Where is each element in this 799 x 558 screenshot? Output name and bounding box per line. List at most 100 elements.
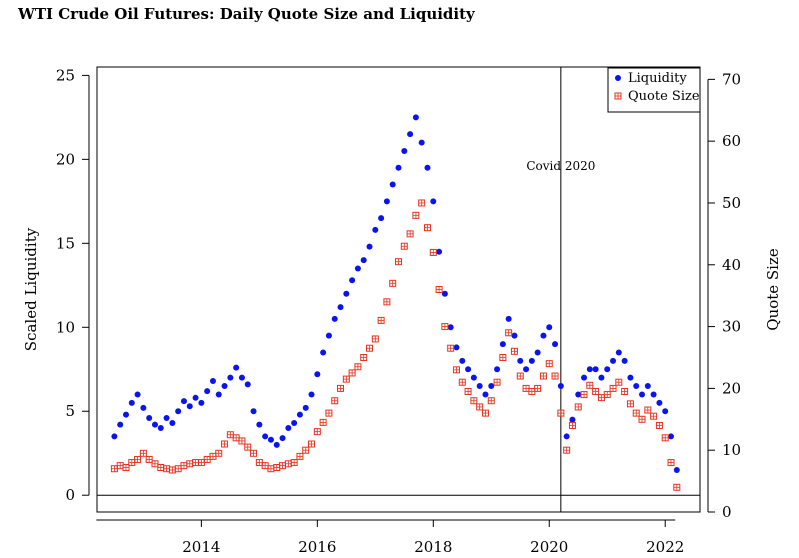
quote-size-point xyxy=(539,372,547,380)
quote-size-point xyxy=(192,459,200,467)
quote-size-point xyxy=(487,397,495,405)
quote-size-point xyxy=(139,449,147,457)
liquidity-point xyxy=(233,364,240,371)
liquidity-point xyxy=(157,425,164,432)
liquidity-point xyxy=(372,226,379,233)
liquidity-point xyxy=(134,391,141,398)
quote-size-point xyxy=(667,459,675,467)
y-tick-label-left: 20 xyxy=(56,150,75,168)
x-tick-label: 2016 xyxy=(298,538,336,556)
liquidity-point xyxy=(111,433,118,440)
quote-size-point xyxy=(545,360,553,368)
liquidity-point xyxy=(563,433,570,440)
y-axis-title-left: Scaled Liquidity xyxy=(22,227,40,351)
quote-size-point xyxy=(337,384,345,392)
quote-size-point xyxy=(638,415,646,423)
quote-size-point xyxy=(505,329,513,337)
quote-size-point xyxy=(209,452,217,460)
quote-size-point xyxy=(267,465,275,473)
liquidity-point xyxy=(557,383,564,390)
quote-size-point xyxy=(197,459,205,467)
liquidity-point xyxy=(186,403,193,410)
liquidity-point xyxy=(644,383,651,390)
liquidity-point xyxy=(639,391,646,398)
liquidity-point xyxy=(383,198,390,205)
quote-size-point xyxy=(568,421,576,429)
quote-size-point xyxy=(655,421,663,429)
liquidity-point xyxy=(331,315,338,322)
liquidity-point xyxy=(662,408,669,415)
liquidity-point xyxy=(499,341,506,348)
liquidity-point xyxy=(598,374,605,381)
liquidity-point xyxy=(540,332,547,339)
y-tick-label-right: 50 xyxy=(722,194,741,212)
quote-size-point xyxy=(122,464,130,471)
quote-size-points xyxy=(110,199,681,491)
legend-marker-liquidity xyxy=(615,75,621,81)
quote-size-point xyxy=(110,465,118,473)
quote-size-point xyxy=(273,464,281,471)
liquidity-point xyxy=(308,391,315,398)
y-tick-label-left: 5 xyxy=(65,402,75,420)
liquidity-point xyxy=(209,378,216,385)
quote-size-point xyxy=(499,353,507,361)
quote-size-point xyxy=(510,347,518,355)
quote-size-point xyxy=(371,335,379,343)
y-tick-label-left: 25 xyxy=(56,66,75,84)
quote-size-point xyxy=(168,466,176,474)
quote-size-point xyxy=(290,459,298,467)
quote-size-point xyxy=(406,230,414,238)
legend-marker-quote-size xyxy=(614,92,622,100)
liquidity-point xyxy=(221,383,228,390)
legend-label: Quote Size xyxy=(628,89,700,104)
liquidity-point xyxy=(389,181,396,188)
quote-size-point xyxy=(400,242,408,250)
liquidity-point xyxy=(615,349,622,356)
legend: Liquidity Quote Size xyxy=(607,67,701,113)
quote-size-point xyxy=(215,449,223,457)
liquidity-point xyxy=(227,374,234,381)
liquidity-point xyxy=(407,131,414,138)
plot-frame xyxy=(96,66,701,513)
quote-size-point xyxy=(366,344,374,352)
y-axis-left: 0 5 10 15 20 25 xyxy=(56,66,90,504)
liquidity-point xyxy=(122,411,129,418)
liquidity-point xyxy=(528,357,535,364)
liquidity-point xyxy=(592,366,599,373)
liquidity-point xyxy=(534,349,541,356)
quote-size-point xyxy=(319,418,327,426)
liquidity-point xyxy=(395,164,402,171)
y-tick-label-right: 20 xyxy=(722,379,741,397)
quote-size-point xyxy=(574,403,582,411)
liquidity-point xyxy=(668,433,675,440)
y-tick-label-right: 10 xyxy=(722,441,741,459)
quote-size-point xyxy=(134,455,142,463)
quote-size-point xyxy=(203,455,211,463)
liquidity-point xyxy=(517,357,524,364)
quote-size-point xyxy=(331,397,339,405)
liquidity-point xyxy=(192,394,199,401)
liquidity-point xyxy=(581,374,588,381)
liquidity-point xyxy=(412,114,419,121)
quote-size-point xyxy=(284,460,292,468)
quote-size-point xyxy=(586,381,594,389)
liquidity-point xyxy=(343,290,350,297)
quote-size-point xyxy=(418,199,426,207)
quote-size-point xyxy=(632,409,640,417)
quote-size-point xyxy=(354,363,362,371)
liquidity-point xyxy=(401,147,408,154)
x-tick-label: 2014 xyxy=(182,538,220,556)
y-axis-right: 0 10 20 30 40 50 60 70 xyxy=(707,70,741,521)
quote-size-point xyxy=(308,440,316,448)
liquidity-point xyxy=(337,304,344,311)
quote-size-point xyxy=(423,224,431,232)
liquidity-point xyxy=(430,198,437,205)
liquidity-point xyxy=(453,344,460,351)
liquidity-point xyxy=(285,425,292,432)
liquidity-point xyxy=(424,164,431,171)
quote-size-point xyxy=(441,323,449,331)
liquidity-point xyxy=(610,357,617,364)
liquidity-point xyxy=(418,139,425,146)
liquidity-point xyxy=(465,366,472,373)
quote-size-point xyxy=(221,440,229,448)
